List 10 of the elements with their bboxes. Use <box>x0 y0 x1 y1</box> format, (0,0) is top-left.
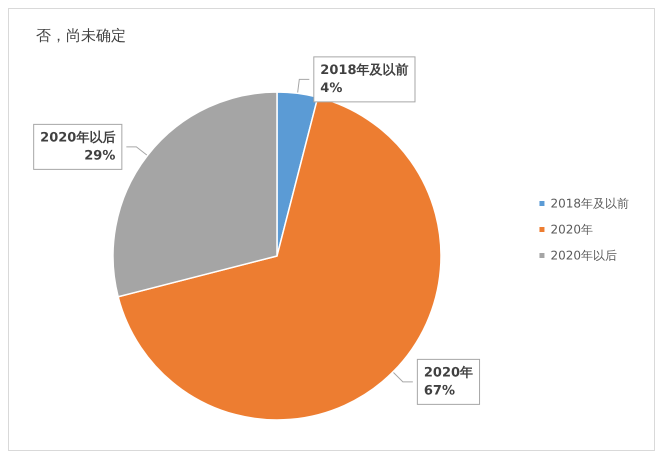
slice-label: 2020年以后 <box>40 129 116 146</box>
data-label: 4% <box>320 80 342 96</box>
slice-label: 2018年及以前 <box>320 62 408 78</box>
chart-title: 否，尚未确定 <box>36 26 126 44</box>
slice-label: 2020年 <box>424 365 474 380</box>
legend-label: 2020年 <box>550 222 594 236</box>
legend-label: 2018年及以前 <box>550 196 630 210</box>
legend-label: 2020年以后 <box>550 248 618 262</box>
data-label: 29% <box>84 148 116 164</box>
data-label: 67% <box>424 383 455 398</box>
